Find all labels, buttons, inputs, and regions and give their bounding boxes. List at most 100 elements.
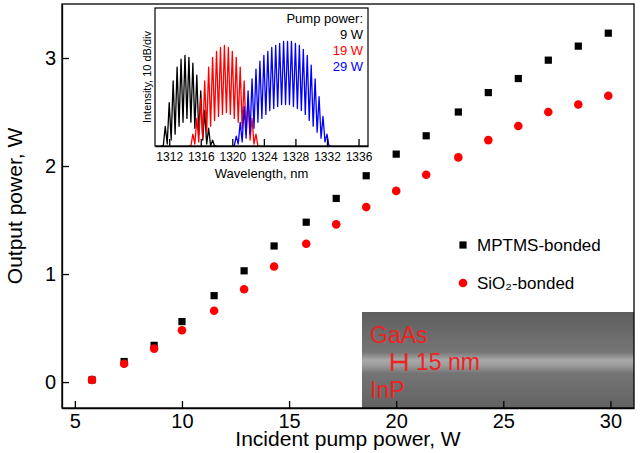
tick: 1320: [219, 139, 246, 164]
inset-frame: [155, 8, 368, 146]
annotation: 15 nm: [416, 349, 480, 375]
data-point: [515, 75, 522, 82]
sem-image: [362, 312, 634, 408]
data-point: [484, 136, 493, 145]
tick-label: 1312: [156, 150, 183, 164]
data-point: [393, 151, 400, 158]
data-point: [544, 108, 553, 117]
tick-mark: [610, 401, 611, 408]
plot-background: [62, 4, 634, 408]
chart-container: GaAs15 nmInP510152025300123Incident pump…: [0, 0, 643, 453]
tick-label: 1324: [251, 150, 278, 164]
tick-mark: [75, 401, 76, 408]
data-point: [362, 203, 371, 212]
annotation: InP: [370, 377, 405, 403]
tick: 2: [45, 155, 69, 177]
tick-label: 0: [45, 371, 56, 393]
tick-mark: [327, 139, 328, 146]
tick-mark: [289, 401, 290, 408]
tick: 5: [70, 401, 81, 432]
data-point: [333, 195, 340, 202]
data-point: [178, 318, 185, 325]
y-axis: 0 1 2 3: [45, 5, 69, 409]
tick-label: 1336: [346, 150, 373, 164]
tick-mark: [503, 401, 504, 408]
legend-label: 19 W: [333, 43, 364, 58]
data-point: [455, 108, 462, 115]
data-point: [240, 285, 249, 294]
inset-lines: [161, 42, 331, 146]
plot-frame: [62, 4, 634, 408]
tick: 0: [45, 371, 69, 393]
legend-marker: [459, 279, 468, 288]
tick-mark: [295, 139, 296, 146]
data-point: [88, 376, 95, 383]
legend-label: 9 W: [340, 27, 364, 42]
data-point: [303, 219, 310, 226]
legend-label: 29 W: [333, 59, 364, 74]
tick: 1336: [346, 139, 373, 164]
data-point: [270, 262, 279, 271]
tick-mark: [62, 382, 69, 383]
data-point: [423, 132, 430, 139]
tick: 25: [493, 401, 515, 432]
inset-y-axis-title: Intensity, 10 dB/div: [141, 30, 153, 123]
tick: 1328: [283, 139, 310, 164]
axis-line: [62, 5, 63, 409]
tick-label: 1332: [314, 150, 341, 164]
tick: 10: [171, 401, 193, 432]
tick: 3: [45, 47, 69, 69]
tick: 1: [45, 263, 69, 285]
legend-marker: [459, 241, 466, 248]
data-point: [604, 92, 613, 101]
tick-label: 2: [45, 155, 56, 177]
inset-legend: Pump power:9 W19 W29 W: [286, 11, 363, 74]
data-point: [178, 326, 187, 335]
tick-label: 1: [45, 263, 56, 285]
x-axis-title: Incident pump power, W: [235, 427, 460, 450]
data-point: [485, 89, 492, 96]
tick-label: 5: [70, 410, 81, 432]
data-point: [210, 292, 217, 299]
data-point: [605, 30, 612, 37]
tick-label: 1320: [219, 150, 246, 164]
tick-mark: [182, 401, 183, 408]
tick: 1324: [251, 139, 278, 164]
spectrum-line: [232, 42, 331, 146]
tick: 1332: [314, 139, 341, 164]
data-point: [392, 187, 401, 196]
data-point: [332, 220, 341, 229]
tick: 1312: [156, 139, 183, 164]
data-point: [120, 359, 129, 368]
tick-mark: [62, 166, 69, 167]
data-point: [575, 43, 582, 50]
tick-mark: [201, 139, 202, 146]
inset-background: [155, 8, 368, 146]
legend: MPTMS-bondedSiO₂-bonded: [459, 236, 601, 293]
y-axis-title: Output power, W: [3, 128, 26, 285]
data-point: [545, 57, 552, 64]
tick: 1316: [188, 139, 215, 164]
data-point: [514, 122, 523, 131]
tick: 30: [600, 401, 622, 432]
axis-line: [63, 408, 635, 409]
tick-label: 10: [171, 410, 193, 432]
data-point: [88, 376, 97, 385]
tick-label: 25: [493, 410, 515, 432]
tick-mark: [358, 139, 359, 146]
annotation: GaAs: [370, 322, 428, 348]
data-point: [210, 306, 219, 315]
data-point: [240, 267, 247, 274]
data-point: [150, 344, 159, 353]
legend-label: SiO₂-bonded: [477, 274, 574, 293]
bracket-line: [392, 361, 406, 364]
data-point: [574, 100, 583, 109]
tick-mark: [232, 139, 233, 146]
tick-mark: [169, 139, 170, 146]
axis-line: [156, 146, 369, 147]
tick-label: 3: [45, 47, 56, 69]
tick-label: 30: [600, 410, 622, 432]
data-point: [422, 170, 431, 179]
tick-label: 1328: [283, 150, 310, 164]
chart-svg: GaAs15 nmInP510152025300123Incident pump…: [0, 0, 643, 453]
